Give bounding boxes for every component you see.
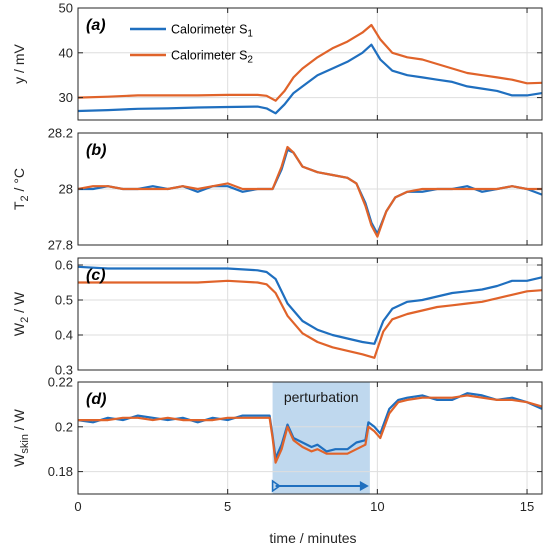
- panel-d-y-axis-label: Wskin / W: [11, 408, 31, 466]
- panel-d-perturbation-arrow-tail: [271, 479, 281, 493]
- panel-d-y-tick-label: 0.2: [55, 419, 73, 434]
- panel-a-y-tick-label: 50: [59, 1, 73, 16]
- panel-a-series-2-line: [77, 23, 543, 102]
- x-axis-label: time / minutes: [269, 530, 356, 546]
- panel-b-y-tick-label: 28: [59, 182, 73, 197]
- axes-layer: [77, 7, 543, 495]
- panel-a-series-1-line: [77, 43, 543, 115]
- series-layer: [77, 23, 543, 464]
- legend-label-s1: Calorimeter S1: [171, 23, 253, 40]
- panel-a-y-axis-label: y / mV: [11, 44, 27, 84]
- panel-b-y-axis-label: T2 / °C: [11, 168, 31, 210]
- panel-b-y-tick-label: 27.8: [48, 238, 73, 253]
- panel-d-perturbation-label: perturbation: [284, 389, 359, 405]
- panel-a-y-tick-label: 30: [59, 90, 73, 105]
- panel-d-y-tick-label: 0.18: [48, 464, 73, 479]
- x-tick-label: 15: [520, 499, 534, 514]
- panel-c-y-tick-label: 0.3: [55, 363, 73, 378]
- panel-c-series-1-line: [77, 265, 543, 345]
- panel-d-series-1-line: [77, 392, 543, 460]
- panel-d-perturbation-region: [272, 382, 370, 494]
- panel-c-series-2-line: [78, 279, 543, 359]
- panel-a-label: (a): [86, 17, 106, 34]
- panel-c-y-axis-label: W2 / W: [11, 291, 31, 336]
- panel-d-series-2-line: [78, 394, 543, 464]
- panel-d-y-tick-label: 0.22: [48, 375, 73, 390]
- panel-b-series-2-line: [77, 145, 542, 238]
- panel-c-y-tick-label: 0.4: [55, 328, 73, 343]
- panel-b-series-1-line: [78, 148, 543, 235]
- panel-c-y-tick-label: 0.5: [55, 293, 73, 308]
- panel-c-y-tick-label: 0.6: [55, 258, 73, 273]
- legend-label-s2: Calorimeter S2: [171, 49, 253, 66]
- x-tick-label: 5: [224, 499, 231, 514]
- panel-d-label: (d): [86, 391, 106, 408]
- x-tick-label: 10: [370, 499, 384, 514]
- panel-c-axes-frame: [77, 257, 543, 371]
- panel-d-perturbation-arrow-head: [359, 481, 369, 491]
- panel-d-axes-frame: [77, 381, 543, 495]
- perturbation-region-layer: [272, 382, 370, 494]
- panel-c-label: (c): [86, 267, 106, 284]
- panel-b-label: (b): [86, 142, 106, 159]
- panel-a-y-tick-label: 40: [59, 45, 73, 60]
- x-tick-label: 0: [74, 499, 81, 514]
- panel-a-axes-frame: [77, 7, 543, 121]
- panel-b-y-tick-label: 28.2: [48, 126, 73, 141]
